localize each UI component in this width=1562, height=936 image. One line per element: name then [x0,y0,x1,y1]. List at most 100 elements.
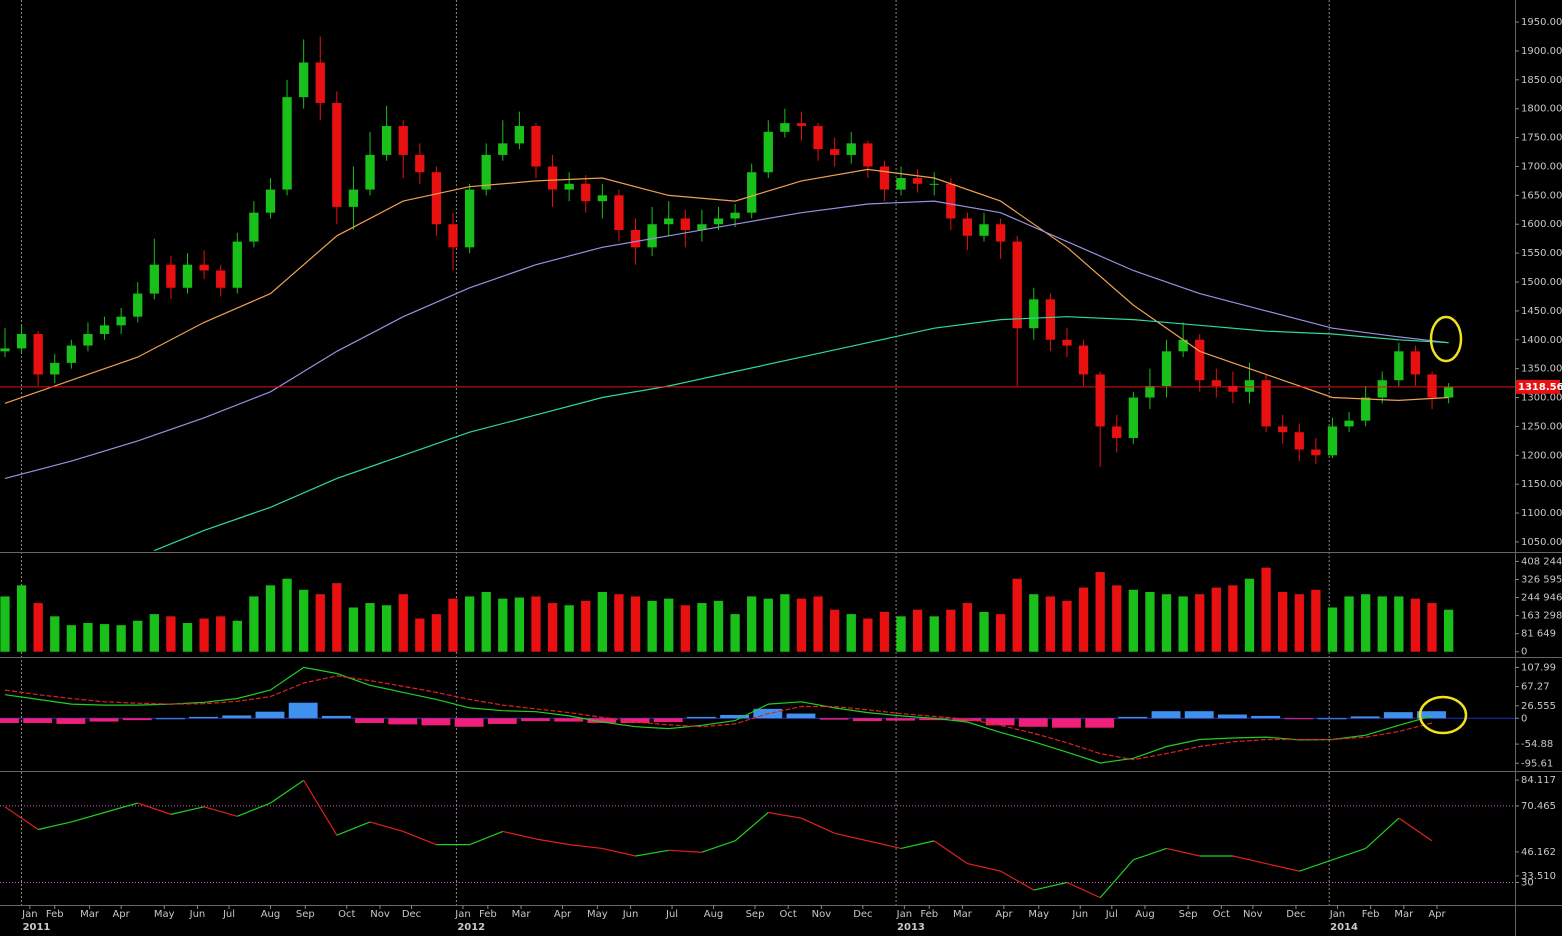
histogram-bar [919,718,949,721]
candle-body [348,189,359,207]
y-tick-label: 0 [1521,647,1527,658]
rsi-segment [336,821,371,836]
rsi-segment [1099,859,1134,899]
histogram-bar [421,718,451,726]
volume-bar [1344,596,1354,652]
rsi-segment [535,838,570,846]
volume-bar [1045,596,1056,652]
volume-bar [16,585,27,652]
x-tick-label: Feb [479,909,497,920]
x-tick-label: Apr [112,909,130,920]
candle-body [846,143,856,155]
candle-body [232,241,242,288]
candle-body [1095,374,1105,427]
candle-body [531,126,541,167]
histogram-bar [122,718,152,721]
y-tick-label: 1800.00 [1521,104,1562,115]
candle-body [863,143,873,167]
volume-bar [614,594,624,652]
volume-bar [232,620,242,652]
candle-body [1228,385,1238,392]
histogram-bar [985,718,1015,726]
candle-body [630,230,641,248]
volume-bar [697,603,707,652]
volume-bar [796,598,807,652]
volume-bar [464,596,475,652]
rsi-segment [469,830,504,846]
volume-bar [547,603,558,652]
x-tick-label: Jun [189,909,206,920]
y-tick-label: 1700.00 [1521,161,1562,172]
rsi-segment [1265,862,1300,872]
candle-body [730,212,740,219]
volume-bar [498,598,508,652]
y-tick-label: 1500.00 [1521,277,1562,288]
y-tick-label: 1450.00 [1521,306,1562,317]
x-tick-label: Nov [1243,909,1263,920]
candle-body [216,270,226,288]
candle-body [415,154,425,173]
candle-body [1145,385,1155,398]
highlight-circle [1429,315,1463,363]
candle-body [149,264,159,294]
x-tick-label: Feb [1362,909,1380,920]
rsi-segment [38,821,72,831]
volume-bar [66,625,76,652]
y-tick-label: 1950.00 [1521,17,1562,28]
volume-bar [647,600,657,652]
volume-bar [1443,609,1454,652]
candle-body [1178,339,1188,352]
rsi-segment [237,802,271,817]
histogram-bar [620,718,650,723]
y-tick-label: 1400.00 [1521,335,1562,346]
year-label: 2013 [897,922,925,933]
histogram-bar [222,715,252,719]
y-tick-label: -54.88 [1521,739,1553,750]
candle-body [431,172,442,225]
candle-body [398,126,408,155]
volume-bar [1062,600,1072,652]
y-tick-label: 1150.00 [1521,479,1562,490]
rsi-segment [635,849,669,857]
rsi-segment [1133,847,1167,861]
volume-bar [1078,587,1089,652]
x-tick-label: Apr [1428,909,1446,920]
y-tick-label: 1650.00 [1521,190,1562,201]
volume-bar [33,603,43,652]
volume-bar [830,609,840,652]
volume-bar [1261,567,1271,652]
histogram-bar [23,718,53,723]
volume-bar [1095,572,1105,652]
candle-body [365,154,375,190]
volume-bar [564,605,574,652]
candle-body [481,154,491,190]
candle-body [1394,351,1404,381]
x-tick-label: Oct [780,909,797,920]
y-tick-label: 1550.00 [1521,248,1562,259]
volume-bar [50,616,60,652]
volume-bar [216,616,226,652]
candle-body [713,218,724,225]
rsi-segment [4,806,39,831]
candle-body [929,183,939,185]
rsi-segment [369,821,404,832]
x-tick-label: Jul [1105,909,1118,920]
histogram-bar [288,702,318,719]
volume-bar [1311,589,1321,652]
candle-body [879,166,890,190]
volume-bar [1294,594,1304,652]
moving-average [4,168,1449,404]
volume-bar [946,609,956,652]
x-tick-label: Feb [46,909,64,920]
rsi-segment [900,840,935,850]
volume-bar [929,616,939,652]
candle-body [1045,299,1056,340]
volume-bar [166,616,176,652]
y-tick-label: 67.27 [1521,682,1550,693]
rsi-segment [668,849,702,853]
x-tick-label: May [154,909,175,920]
candle-body [249,212,259,242]
volume-bar [182,622,193,652]
